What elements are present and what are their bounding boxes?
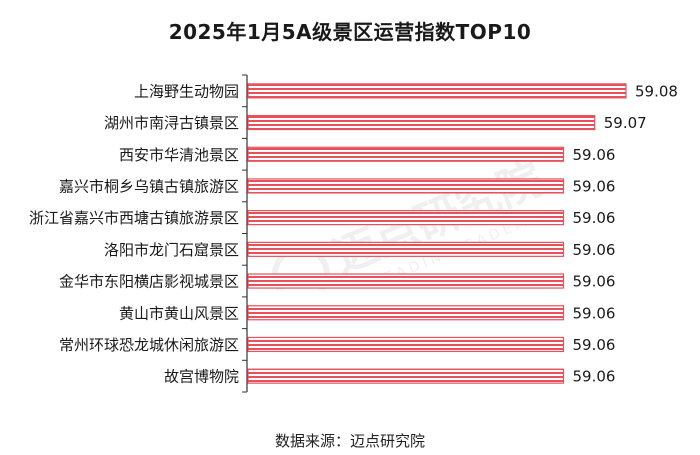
value-label: 59.06 [573, 241, 616, 259]
bar [247, 114, 596, 131]
category-label: 黄山市黄山风景区 [119, 304, 239, 322]
value-label: 59.06 [573, 336, 616, 354]
bar [247, 146, 565, 162]
value-label: 59.06 [573, 304, 616, 322]
value-label: 59.06 [573, 209, 616, 227]
value-label: 59.06 [573, 368, 616, 386]
bar [247, 368, 565, 384]
category-label: 湖州市南浔古镇景区 [104, 114, 239, 132]
value-label: 59.06 [573, 146, 616, 164]
value-label: 59.07 [604, 114, 647, 132]
bar [247, 273, 565, 289]
value-label: 59.06 [573, 273, 616, 291]
category-label: 西安市华清池景区 [119, 146, 239, 164]
bar [247, 305, 565, 321]
category-label: 金华市东阳横店影视城景区 [59, 273, 239, 291]
value-label: 59.08 [635, 82, 678, 100]
category-label: 嘉兴市桐乡乌镇古镇旅游区 [59, 177, 239, 195]
bar [247, 241, 565, 257]
category-label: 浙江省嘉兴市西塘古镇旅游景区 [29, 209, 239, 227]
chart-title: 2025年1月5A级景区运营指数TOP10 [168, 20, 532, 44]
category-label: 洛阳市龙门石窟景区 [104, 241, 239, 259]
bar [247, 336, 565, 353]
bar [247, 178, 565, 194]
bar [247, 210, 565, 226]
source-note: 数据来源：迈点研究院 [274, 432, 425, 450]
bar [247, 83, 627, 99]
value-label: 59.06 [573, 177, 616, 195]
category-label: 上海野生动物园 [134, 82, 239, 100]
category-label: 故宫博物院 [164, 368, 239, 386]
category-label: 常州环球恐龙城休闲旅游区 [59, 336, 239, 354]
